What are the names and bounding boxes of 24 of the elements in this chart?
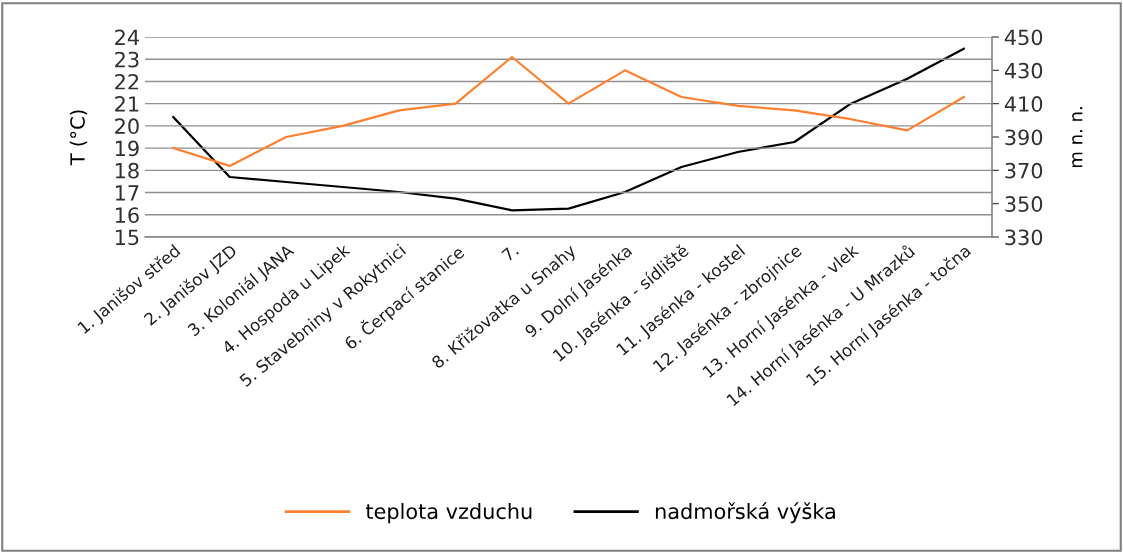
legend-label: nadmořská výška (655, 502, 835, 524)
y-axis-title: T (°C) (69, 110, 88, 166)
line-series (172, 55, 965, 167)
y-tick-label: 21 (115, 96, 139, 112)
x-tick-label: 7. (501, 244, 519, 262)
y-tick-label: 18 (115, 162, 139, 179)
y-tick-label: 22 (115, 73, 139, 90)
y-tick-label: 23 (115, 51, 139, 68)
y2-tick-label: 330 (1005, 229, 1043, 246)
y-tick-label: 20 (115, 118, 139, 135)
legend-label: teplota vzduchu (365, 503, 532, 524)
y2-axis-title: m n. n. (1072, 107, 1083, 168)
y-tick-label: 19 (115, 140, 139, 157)
y-tick-label: 24 (115, 29, 139, 45)
y2-tick-label: 370 (1005, 162, 1043, 179)
y2-tick-label: 430 (1004, 62, 1043, 79)
y-tick-label: 15 (115, 229, 139, 246)
y2-tick-label: 410 (1004, 96, 1043, 112)
y-tick-label: 17 (115, 185, 139, 201)
y2-tick-label: 350 (1005, 196, 1043, 212)
line-series (172, 47, 965, 212)
y-tick-label: 16 (115, 207, 139, 223)
y2-tick-label: 450 (1004, 29, 1043, 46)
y2-tick-label: 390 (1005, 129, 1043, 146)
